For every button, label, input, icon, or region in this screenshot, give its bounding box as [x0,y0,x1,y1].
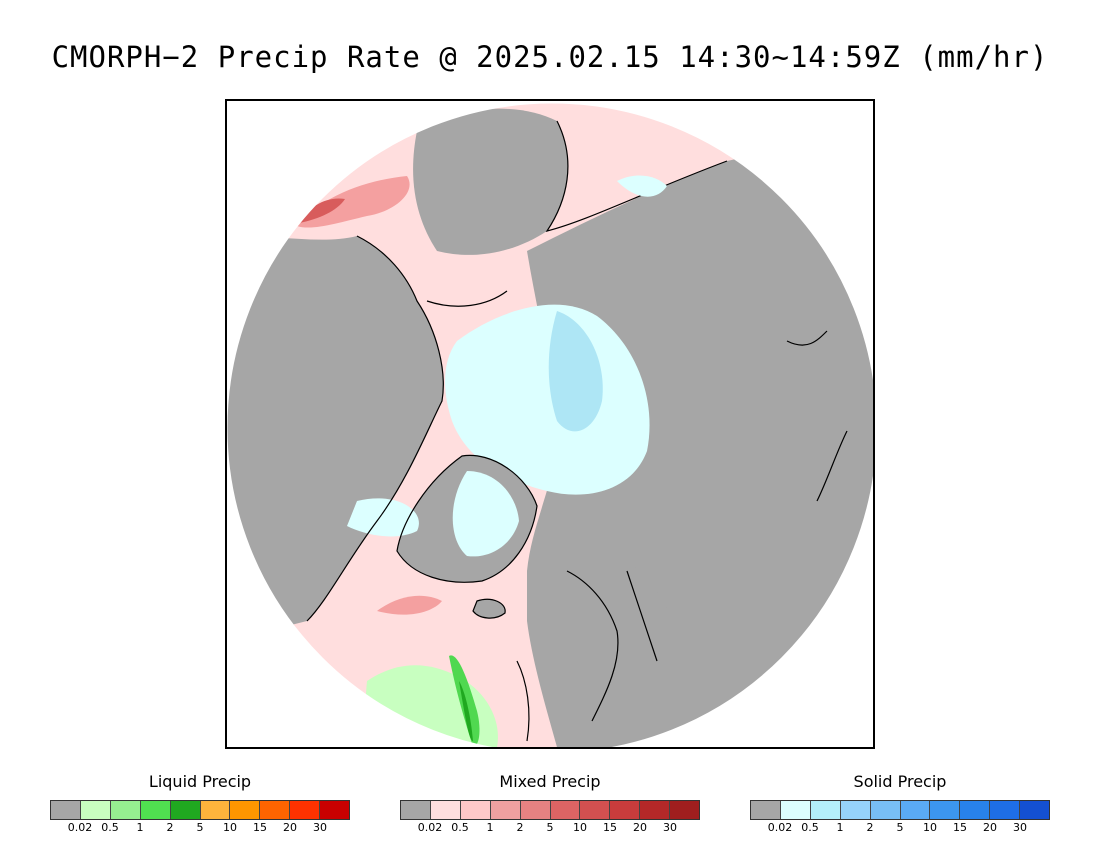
archipelago-solid-precip [347,498,419,537]
legend-tick-label: 15 [953,821,967,834]
legend-tick-label: 10 [923,821,937,834]
legend-tick-label: 0.02 [417,821,443,834]
liquid-precip-legend: Liquid Precip 0.02 0.5 1 2 5 10 15 20 30 [50,772,350,835]
iceland-landmass [473,599,506,619]
legend-tick-label: 10 [573,821,587,834]
legend-tick-label: 15 [603,821,617,834]
map-frame [225,99,875,749]
legend-tick-label: 1 [486,821,494,834]
legend-swatch [960,801,991,819]
map-disc-edge [227,102,873,747]
legend-tick-label: 2 [866,821,874,834]
solid-precip-legend: Solid Precip 0.02 0.5 1 2 5 10 15 20 30 [750,772,1050,835]
legend-title: Liquid Precip [148,772,252,791]
legend-ticks: 0.02 0.5 1 2 5 10 15 20 30 [400,821,700,835]
legend-swatch [840,801,871,819]
arctic-solid-precip [445,304,650,495]
legend-swatch [51,801,81,819]
legend-swatch [401,801,431,819]
precip-map [227,101,873,747]
legend-swatch [751,801,781,819]
legend-ticks: 0.02 0.5 1 2 5 10 15 20 30 [750,821,1050,835]
legend-swatch [610,801,641,819]
europe-landmass [527,550,727,747]
legend-tick-label: 5 [196,821,204,834]
legend-swatch [810,801,841,819]
legend-tick-label: 30 [1013,821,1027,834]
legend-tick-label: 10 [223,821,237,834]
legend-tick-label: 2 [516,821,524,834]
legend-tick-label: 0.02 [67,821,93,834]
legend-tick-label: 30 [313,821,327,834]
legend-swatch [670,801,700,819]
map-title: CMORPH−2 Precip Rate @ 2025.02.15 14:30~… [51,40,1049,74]
legend-swatch [930,801,961,819]
legend-tick-label: 0.5 [451,821,469,834]
legend-tick-label: 0.5 [101,821,119,834]
legend-swatch [550,801,581,819]
greenland-solid-precip [452,471,519,557]
legend-tick-label: 1 [136,821,144,834]
legend-swatch [140,801,171,819]
legend-tick-label: 20 [283,821,297,834]
legend-swatch [430,801,461,819]
legend-swatch [490,801,521,819]
legend-title: Mixed Precip [499,772,601,791]
legend-swatch [870,801,901,819]
mixed-precip-legend: Mixed Precip 0.02 0.5 1 2 5 10 15 20 30 [400,772,700,835]
legend-tick-label: 0.5 [801,821,819,834]
legend-tick-label: 20 [983,821,997,834]
legend-colorbar [750,800,1050,820]
legend-swatch [780,801,811,819]
legend-tick-label: 0.02 [767,821,793,834]
atlantic-liquid-core [459,681,473,741]
north-america-landmass [227,236,444,631]
legend-swatch [580,801,611,819]
legend-swatch [460,801,491,819]
bering-mixed-band [297,176,410,228]
legend-swatch [170,801,201,819]
legend-swatch [290,801,321,819]
legend-tick-label: 30 [663,821,677,834]
atlantic-mixed-band [377,595,442,615]
legend-tick-label: 2 [166,821,174,834]
legend-tick-label: 15 [253,821,267,834]
alaska-landmass [413,108,568,255]
arctic-solid-moderate [548,311,603,432]
legend-swatch [200,801,231,819]
coastlines [306,120,848,742]
bering-mixed-core [299,198,345,223]
legend-swatch [320,801,350,819]
legend-swatch [900,801,931,819]
legend-swatch [260,801,291,819]
legend-colorbar [50,800,350,820]
legend-swatch [1020,801,1050,819]
legend-swatch [990,801,1021,819]
legend-tick-label: 5 [896,821,904,834]
legend-swatch [110,801,141,819]
legend-swatch [640,801,671,819]
siberia-solid-patch [617,175,667,197]
legend-colorbar [400,800,700,820]
legend-tick-label: 5 [546,821,554,834]
legend-swatch [230,801,261,819]
legend-ticks: 0.02 0.5 1 2 5 10 15 20 30 [50,821,350,835]
legend-swatch [520,801,551,819]
legend-tick-label: 20 [633,821,647,834]
legend-title: Solid Precip [853,772,947,791]
legend-swatch [80,801,111,819]
legend-tick-label: 1 [836,821,844,834]
